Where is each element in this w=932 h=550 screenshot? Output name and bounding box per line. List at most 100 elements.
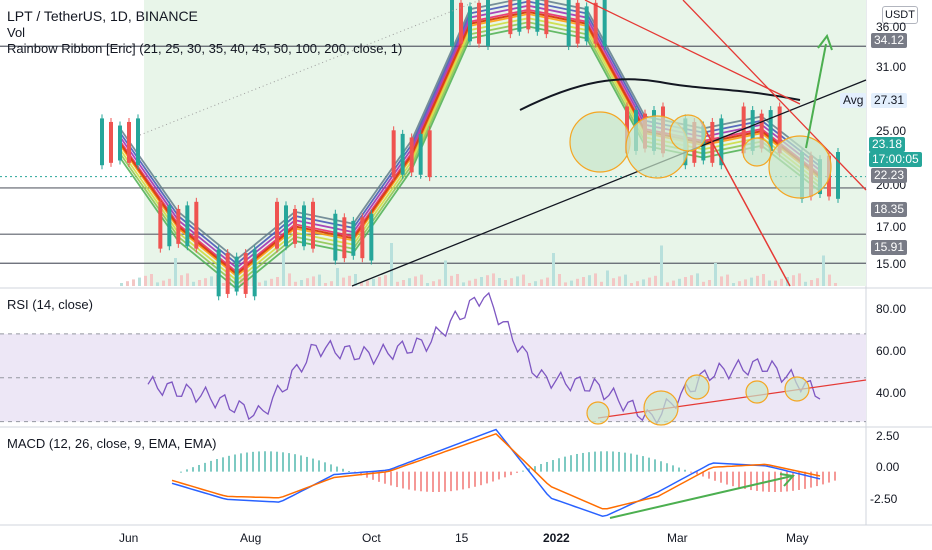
volume-bar (462, 282, 465, 286)
level-tag: 22.23 (871, 168, 908, 183)
volume-bar (678, 278, 681, 286)
candle-body (400, 133, 405, 175)
volume-bar (300, 280, 303, 286)
volume-bar (774, 280, 777, 286)
price-tick: 15.00 (876, 257, 907, 271)
macd-histogram-bar (636, 454, 638, 472)
volume-bar (660, 245, 663, 286)
candle-body (777, 106, 782, 154)
volume-bar (546, 277, 549, 286)
candle-body (284, 205, 288, 247)
volume-bar (144, 275, 147, 286)
candle-body (311, 201, 315, 249)
candle-body (216, 249, 221, 297)
volume-bar (420, 274, 423, 286)
volume-bar (522, 274, 525, 286)
candle-body (333, 213, 338, 261)
volume-bar (606, 270, 609, 286)
macd-histogram-bar (792, 471, 794, 491)
volume-bar (360, 282, 363, 286)
macd-histogram-bar (282, 452, 284, 472)
descending-trendline (584, 0, 801, 105)
volume-bar (150, 274, 153, 286)
volume-bar (456, 274, 459, 286)
volume-bar (414, 276, 417, 286)
volume-bar (174, 258, 177, 286)
currency-button[interactable]: USDT (882, 6, 918, 24)
volume-bar (696, 273, 699, 286)
rsi-tick: 40.00 (876, 386, 907, 400)
candle-body (158, 201, 163, 249)
macd-histogram-bar (534, 466, 536, 472)
volume-bar (744, 279, 747, 286)
macd-histogram-bar (378, 471, 380, 482)
volume-bar (588, 275, 591, 286)
macd-histogram-bar (822, 471, 824, 485)
macd-histogram-bar (594, 451, 596, 472)
volume-bar (762, 274, 765, 286)
volume-bar (702, 281, 705, 286)
volume-bar (600, 281, 603, 286)
candle-body (391, 130, 396, 178)
candle-body (584, 6, 589, 42)
macd-divergence-arrow-head (779, 473, 795, 487)
macd-histogram-bar (606, 451, 608, 472)
volume-bar (324, 283, 327, 286)
price-tick: 25.00 (876, 124, 907, 138)
candle-body (526, 0, 531, 30)
macd-histogram-bar (336, 466, 338, 472)
ascending-trendline (351, 79, 867, 287)
time-label: 15 (455, 531, 469, 545)
volume-bar (192, 281, 195, 286)
macd-histogram-bar (684, 469, 686, 472)
macd-histogram-bar (306, 456, 308, 472)
macd-histogram-bar (516, 471, 518, 473)
highlight-circle (569, 111, 631, 173)
macd-histogram-bar (834, 471, 836, 481)
macd-histogram-bar (588, 452, 590, 472)
macd-histogram-bar (468, 471, 470, 489)
up-arrow (805, 43, 827, 149)
volume-bar (240, 277, 243, 286)
highlight-circle (669, 114, 707, 152)
macd-histogram-bar (348, 471, 350, 473)
macd-histogram-bar (402, 471, 404, 489)
volume-bar (444, 260, 447, 286)
macd-histogram-bar (702, 471, 704, 477)
avg-label: Avg (840, 93, 867, 108)
volume-bar (504, 280, 507, 286)
time-label: Mar (667, 531, 688, 545)
volume-bar (576, 278, 579, 286)
macd-histogram-bar (252, 451, 254, 472)
macd-histogram-bar (450, 471, 452, 492)
macd-histogram-bar (714, 471, 716, 481)
highlight-circle (586, 401, 610, 425)
candle-body (427, 130, 432, 178)
macd-histogram-bar (726, 471, 728, 485)
macd-histogram-bar (510, 471, 512, 476)
candle-body (450, 0, 454, 47)
countdown-tag: 17:00:05 (869, 152, 922, 167)
macd-histogram-bar (642, 456, 644, 472)
volume-bar (612, 278, 615, 286)
macd-histogram-bar (432, 471, 434, 492)
macd-histogram-bar (294, 454, 296, 472)
volume-bar (168, 278, 171, 286)
macd-histogram-bar (240, 453, 242, 472)
macd-histogram-bar (618, 451, 620, 472)
macd-histogram-bar (456, 471, 458, 491)
time-label: Jun (119, 531, 139, 545)
volume-bar (528, 283, 531, 286)
macd-histogram-bar (648, 457, 650, 472)
macd-histogram-bar (414, 471, 416, 491)
macd-histogram-bar (210, 460, 212, 472)
macd-histogram-bar (660, 461, 662, 472)
volume-bar (540, 279, 543, 286)
candle-body (302, 205, 306, 247)
macd-histogram-bar (228, 455, 230, 472)
macd-histogram-bar (234, 454, 236, 472)
price-tick: 36.00 (876, 20, 907, 34)
macd-histogram-bar (546, 461, 548, 472)
candle-body (118, 125, 122, 161)
